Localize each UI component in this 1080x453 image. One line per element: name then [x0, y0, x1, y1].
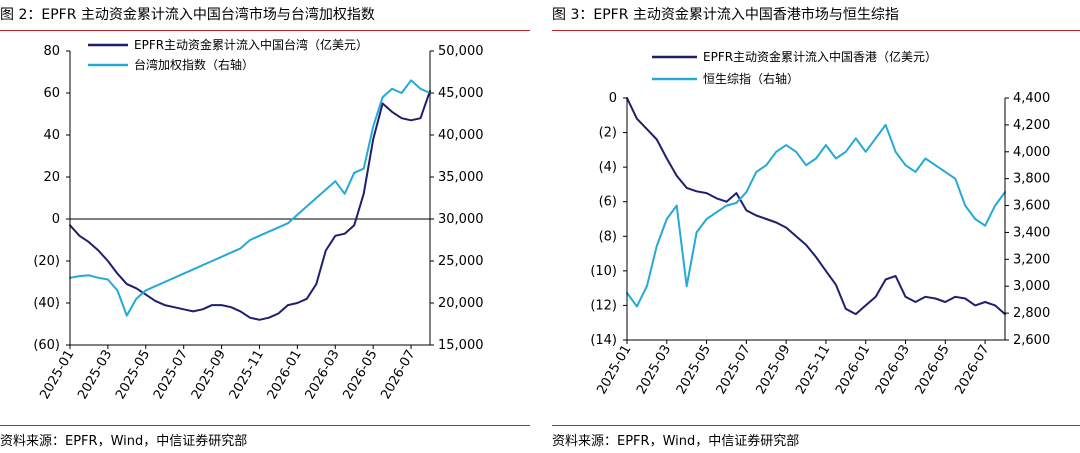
- x-tick-label: 2025-01: [594, 343, 634, 398]
- x-tick-label: 2025-11: [793, 343, 833, 398]
- y-tick-label-left: (4): [599, 160, 617, 175]
- y-tick-label-right: 30,000: [438, 212, 484, 227]
- x-tick-label: 2025-11: [227, 348, 267, 403]
- x-tick-label: 2025-09: [189, 348, 229, 403]
- series-line-flow: [626, 97, 1006, 316]
- y-tick-label-left: (20): [33, 254, 60, 269]
- y-tick-label-right: 20,000: [438, 296, 484, 311]
- y-tick-label-right: 35,000: [438, 170, 484, 185]
- legend-label: EPFR主动资金累计流入中国香港（亿美元）: [703, 49, 937, 64]
- y-tick-label-right: 3,200: [1013, 252, 1050, 267]
- x-tick-label: 2025-09: [753, 343, 793, 398]
- title-rule: [0, 30, 530, 31]
- y-tick-label-left: 0: [52, 212, 60, 227]
- x-tick-label: 2025-03: [75, 348, 115, 403]
- taiwan-chart: 80 60 40 20 0 (20) (40) (60) 50,000 45,000 40,000 3…: [33, 37, 484, 403]
- x-tick-label: 2025-07: [151, 348, 191, 403]
- left-chart-panel: 图 2：EPFR 主动资金累计流入中国台湾市场与台湾加权指数 80 60 40 20 0…: [0, 0, 530, 453]
- y-tick-label-right: 2,600: [1013, 333, 1050, 348]
- source-note: 资料来源：EPFR，Wind，中信证券研究部: [0, 434, 248, 449]
- chart-title: 图 2：EPFR 主动资金累计流入中国台湾市场与台湾加权指数: [0, 7, 375, 23]
- source-rule: [552, 425, 1080, 426]
- y-tick-label-left: (40): [33, 296, 60, 311]
- y-tick-label-right: 3,400: [1013, 225, 1050, 240]
- y-tick-label-left: 0: [609, 91, 617, 106]
- source-note: 资料来源：EPFR，Wind，中信证券研究部: [552, 434, 800, 449]
- x-tick-label: 2026-07: [378, 348, 418, 403]
- title-rule: [552, 30, 1080, 31]
- y-tick-label-right: 15,000: [438, 338, 484, 353]
- right-chart-panel: 图 3：EPFR 主动资金累计流入中国香港市场与恒生综指 0 (2) (4) (6) (…: [552, 0, 1080, 453]
- y-tick-label-left: 40: [43, 128, 60, 143]
- legend-label: EPFR主动资金累计流入中国台湾（亿美元）: [134, 37, 368, 52]
- y-tick-label-right: 2,800: [1013, 306, 1050, 321]
- y-tick-label-left: (60): [33, 338, 60, 353]
- y-tick-label-right: 4,000: [1013, 145, 1050, 160]
- y-tick-label-right: 4,400: [1013, 91, 1050, 106]
- x-tick-label: 2026-01: [833, 343, 873, 398]
- y-tick-label-right: 45,000: [438, 86, 484, 101]
- x-tick-label: 2025-05: [674, 343, 714, 398]
- chart-title: 图 3：EPFR 主动资金累计流入中国香港市场与恒生综指: [552, 7, 899, 23]
- x-tick-label: 2026-03: [303, 348, 343, 403]
- series-line-index: [626, 123, 1006, 308]
- y-tick-label-left: 20: [43, 170, 60, 185]
- x-tick-label: 2025-01: [37, 348, 77, 403]
- y-tick-label-left: (8): [599, 229, 617, 244]
- y-tick-label-left: (10): [590, 264, 617, 279]
- x-tick-label: 2026-07: [952, 343, 992, 398]
- y-tick-label-left: 80: [43, 44, 60, 59]
- y-tick-label-right: 25,000: [438, 254, 484, 269]
- series-line-index: [69, 79, 431, 317]
- y-tick-label-right: 3,000: [1013, 279, 1050, 294]
- legend-label: 台湾加权指数（右轴）: [134, 57, 254, 72]
- x-tick-label: 2025-05: [113, 348, 153, 403]
- y-tick-label-left: 60: [43, 86, 60, 101]
- x-tick-label: 2025-03: [634, 343, 674, 398]
- y-tick-label-left: (6): [599, 195, 617, 210]
- legend-label: 恒生综指（右轴）: [703, 71, 799, 86]
- series-line-flow: [69, 89, 431, 321]
- hongkong-chart: 0 (2) (4) (6) (8) (10) (12) (14) 4,400 4,200 4,000…: [590, 49, 1050, 398]
- y-tick-label-right: 4,200: [1013, 118, 1050, 133]
- x-tick-label: 2026-01: [265, 348, 305, 403]
- x-tick-label: 2025-07: [714, 343, 754, 398]
- y-tick-label-right: 3,800: [1013, 172, 1050, 187]
- y-tick-label-right: 3,600: [1013, 199, 1050, 214]
- y-tick-label-left: (12): [590, 298, 617, 313]
- y-tick-label-left: (14): [590, 333, 617, 348]
- x-tick-label: 2026-05: [913, 343, 953, 398]
- y-tick-label-left: (2): [599, 126, 617, 141]
- source-rule: [0, 425, 530, 426]
- x-tick-label: 2026-03: [873, 343, 913, 398]
- x-tick-label: 2026-05: [340, 348, 380, 403]
- y-tick-label-right: 50,000: [438, 44, 484, 59]
- y-tick-label-right: 40,000: [438, 128, 484, 143]
